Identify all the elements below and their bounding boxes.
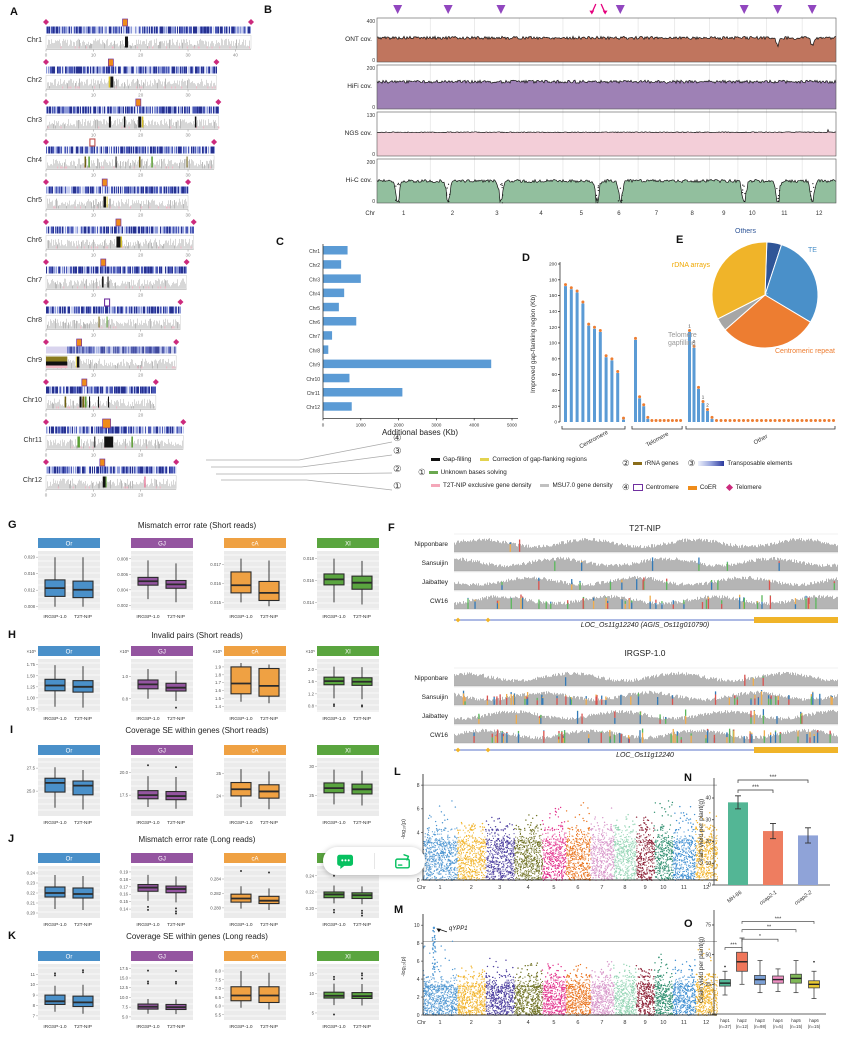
msu-density-swatch (540, 484, 550, 487)
panel-e-letter: E (676, 234, 684, 246)
hifi-track-label: HiFi cov. (347, 83, 372, 90)
panel-k-title: Coverage SE within genes (Long reads) (126, 932, 268, 941)
panel-h-title: Invalid pairs (Short reads) (151, 631, 243, 640)
panel-f-canvas (386, 522, 843, 766)
toolbar-divider (373, 853, 375, 869)
legend-label: T2T-NIP exclusive gene density (443, 482, 532, 489)
panel-n-ylabel: Grain yield per plant(g) (698, 798, 705, 866)
pie-label-te: TE (808, 247, 817, 254)
panel-i-letter: I (10, 724, 14, 736)
legend-label: Centromere (645, 484, 679, 491)
panel-a-legend-col2: ② rRNA genes ③ Transposable elements ④ C… (622, 458, 843, 497)
panel-l-canvas (390, 764, 724, 902)
chat-icon[interactable] (329, 849, 363, 873)
legend-label: CoER (699, 484, 717, 491)
panel-o-ylabel: Grain yield per plant(g) (698, 936, 705, 1004)
panel-c-canvas (262, 234, 564, 458)
panel-m-canvas (390, 902, 724, 1056)
panel-a-letter: A (10, 6, 18, 18)
panel-g-canvas (2, 532, 392, 624)
panel-i-title: Coverage SE within genes (Short reads) (125, 726, 269, 735)
panel-k-canvas (2, 944, 392, 1040)
panel-o-canvas (700, 902, 843, 1056)
panel-b-canvas (262, 2, 843, 234)
panel-j-title: Mismatch error rate (Long reads) (138, 835, 256, 844)
panel-c-xlabel: Additional bases (Kb) (381, 428, 459, 437)
legend-label: Gap-filling (443, 456, 472, 463)
coer-swatch (687, 485, 697, 490)
legend-row-rrna-te: ② rRNA genes ③ Transposable elements (622, 458, 843, 469)
ngs-track-label: NGS cov. (344, 130, 372, 137)
f-track-jaibattey-2: Jaibattey (421, 713, 448, 720)
rrna-swatch (632, 462, 642, 465)
panel-f-title-irgsp: IRGSP-1.0 (624, 648, 666, 658)
legend-label: Unknown bases solving (440, 469, 507, 476)
panel-k-letter: K (8, 930, 16, 942)
gapfilling-swatch (431, 458, 440, 461)
legend-num-3: ③ (687, 458, 696, 468)
pie-label-centromeric-repeat: Centromeric repeat (775, 348, 835, 355)
f-track-nipponbare-1: Nipponbare (414, 541, 448, 548)
f-track-jaibattey-1: Jaibattey (421, 579, 448, 586)
callout-2: ② (393, 464, 402, 475)
centromere-swatch (632, 484, 643, 491)
panel-d-letter: D (522, 252, 530, 264)
f-track-sansuijin-1: Sansuijin (421, 560, 448, 567)
panel-g-title: Mismatch error rate (Short reads) (137, 521, 257, 530)
unknown-bases-swatch (428, 471, 438, 474)
legend-label: Telomere (735, 484, 762, 491)
legend-num-4: ④ (622, 482, 630, 492)
telomere-swatch (725, 483, 733, 492)
floating-toolbar[interactable] (323, 847, 425, 875)
f-track-sansuijin-2: Sansuijin (421, 694, 448, 701)
legend-label: rRNA genes (644, 460, 679, 467)
legend-row-centromere: ④ Centromere CoER Telomere (622, 482, 843, 493)
pie-label-rdna: rDNA arrays (671, 262, 710, 269)
legend-num-2: ② (622, 458, 630, 468)
panel-b-letter: B (264, 4, 272, 16)
panel-g-letter: G (8, 519, 17, 531)
legend-row-unknown: ① Unknown bases solving (418, 467, 648, 478)
panel-m-letter: M (394, 904, 404, 916)
ont-track-label: ONT cov. (345, 36, 372, 43)
panel-e-canvas (668, 228, 843, 420)
panel-c-letter: C (276, 236, 284, 248)
hic-track-label: Hi-C cov. (345, 177, 372, 184)
panel-d-ylabel: Improved gap-flanking region (Kb) (530, 294, 537, 394)
callout-3: ③ (393, 446, 402, 457)
panel-h-letter: H (8, 629, 16, 641)
pie-label-telomere-gapfilling: Telomere gapfilling (668, 332, 697, 347)
f-track-cw16-2: CW16 (429, 732, 448, 739)
panel-h-canvas (2, 642, 392, 728)
f-track-nipponbare-2: Nipponbare (414, 675, 448, 682)
panel-n-letter: N (684, 772, 692, 784)
legend-label: MSU7.0 gene density (552, 482, 613, 489)
gene-label-irgsp: LOC_Os11g12240 (616, 752, 674, 759)
legend-num-1: ① (418, 467, 426, 477)
panel-f-title-t2t: T2T-NIP (629, 523, 661, 533)
screenshot-folder-icon[interactable] (386, 849, 420, 873)
panel-f-letter: F (388, 522, 395, 534)
panel-n-canvas (700, 760, 843, 905)
pie-label-others: Others (735, 228, 757, 235)
panel-a-legend-col1: Gap-filling Correction of gap-flanking r… (418, 456, 648, 493)
gene-label-t2t: LOC_Os11g12240 (AGIS_Os11g010790) (580, 622, 710, 629)
callout-1: ① (393, 481, 402, 492)
panel-i-canvas (2, 738, 392, 830)
legend-row-density: T2T-NIP exclusive gene density MSU7.0 ge… (418, 482, 648, 489)
panel-o-letter: O (684, 918, 693, 930)
te-gradient-swatch (698, 461, 725, 466)
panel-l-letter: L (394, 766, 401, 778)
t2t-density-swatch (431, 484, 440, 487)
correction-swatch (480, 458, 490, 461)
legend-row-gapfilling: Gap-filling Correction of gap-flanking r… (418, 456, 648, 463)
callout-4: ④ (393, 433, 402, 444)
f-track-cw16-1: CW16 (429, 598, 448, 605)
legend-label: Transposable elements (727, 460, 793, 467)
panel-j-letter: J (8, 833, 15, 845)
legend-label: Correction of gap-flanking regions (492, 456, 587, 463)
